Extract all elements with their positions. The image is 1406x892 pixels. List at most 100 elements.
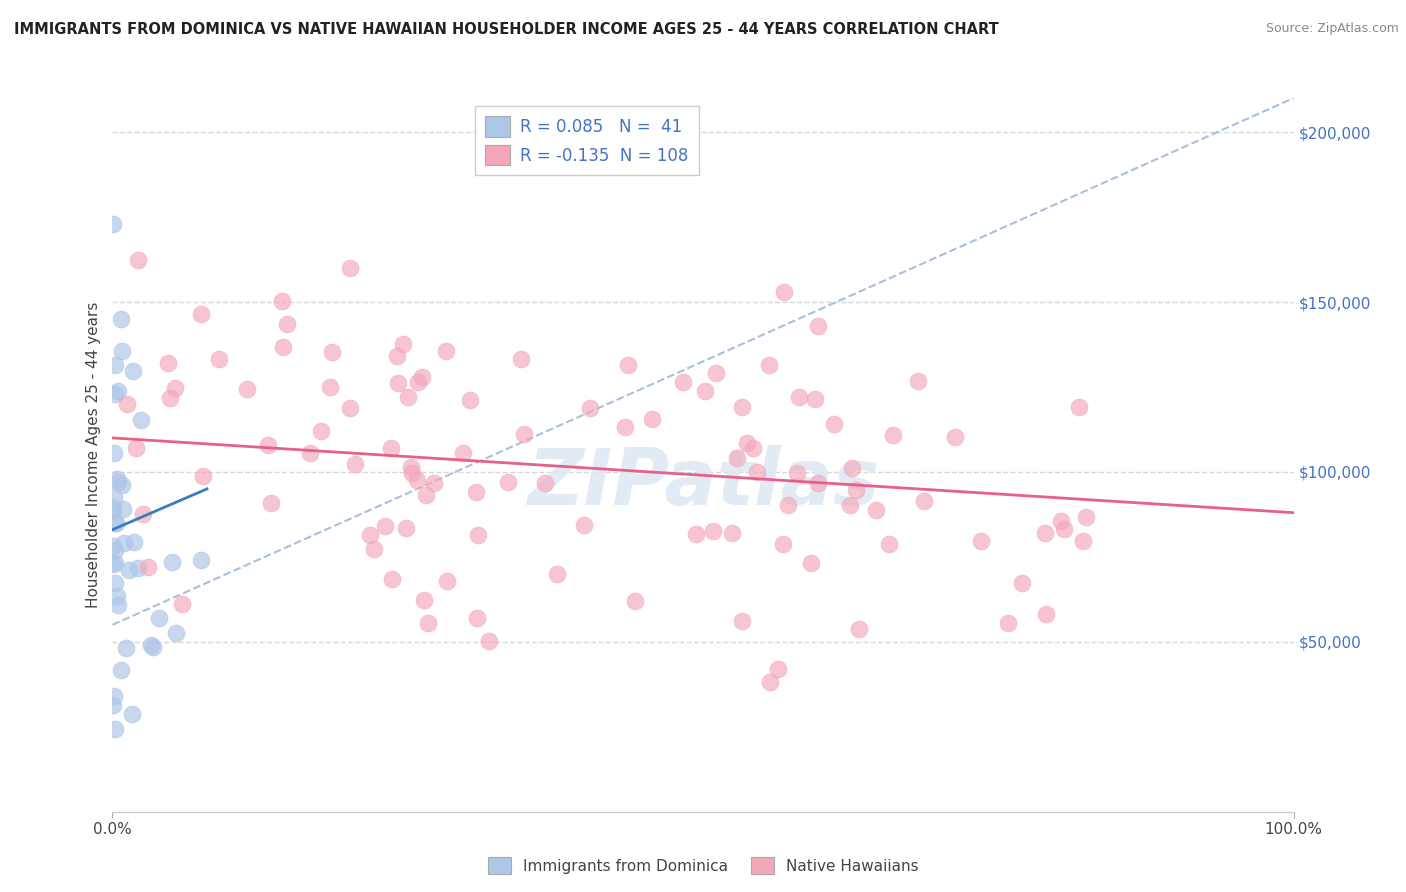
Point — [1011, 576, 1033, 591]
Point — [111, 478, 134, 492]
Point — [339, 260, 361, 275]
Point — [121, 707, 143, 722]
Point — [148, 611, 170, 625]
Point — [105, 589, 128, 603]
Point — [193, 468, 215, 483]
Point — [685, 527, 707, 541]
Point — [725, 450, 748, 465]
Point — [823, 417, 845, 431]
Point — [157, 356, 180, 370]
Point — [735, 436, 758, 450]
Point — [693, 384, 716, 399]
Point — [396, 390, 419, 404]
Point — [865, 503, 887, 517]
Point — [235, 382, 257, 396]
Point — [165, 626, 187, 640]
Point — [105, 472, 128, 486]
Point — [104, 387, 127, 401]
Point — [136, 560, 159, 574]
Point — [1074, 509, 1097, 524]
Point — [103, 490, 125, 504]
Point — [103, 689, 125, 703]
Point — [271, 294, 294, 309]
Point — [453, 445, 475, 459]
Point — [111, 344, 134, 359]
Y-axis label: Householder Income Ages 25 - 44 years: Householder Income Ages 25 - 44 years — [86, 301, 101, 608]
Point — [107, 384, 129, 398]
Point — [415, 488, 437, 502]
Point — [172, 598, 194, 612]
Point — [496, 475, 519, 489]
Point — [101, 698, 124, 712]
Point — [406, 473, 429, 487]
Point — [401, 466, 423, 480]
Point — [385, 349, 408, 363]
Point — [363, 542, 385, 557]
Point — [114, 535, 136, 549]
Point — [613, 420, 636, 434]
Point — [546, 566, 568, 581]
Point — [190, 307, 212, 321]
Point — [721, 526, 744, 541]
Point — [110, 312, 132, 326]
Point — [122, 535, 145, 549]
Point — [997, 615, 1019, 630]
Point — [260, 496, 283, 510]
Point — [574, 517, 596, 532]
Point — [641, 412, 664, 426]
Point — [380, 441, 402, 455]
Point — [747, 465, 769, 479]
Point — [129, 412, 152, 426]
Point — [800, 556, 823, 570]
Point — [162, 555, 184, 569]
Point — [115, 397, 138, 411]
Point — [112, 502, 135, 516]
Point — [772, 285, 794, 300]
Point — [309, 424, 332, 438]
Point — [510, 352, 533, 367]
Point — [772, 537, 794, 551]
Point — [787, 390, 810, 404]
Text: ZIPatlas: ZIPatlas — [527, 445, 879, 522]
Point — [107, 598, 129, 612]
Point — [807, 319, 830, 334]
Point — [344, 457, 367, 471]
Point — [804, 392, 827, 406]
Point — [579, 401, 602, 416]
Point — [381, 573, 404, 587]
Point — [786, 466, 808, 480]
Point — [104, 576, 127, 591]
Point — [298, 446, 321, 460]
Legend: R = 0.085   N =  41, R = -0.135  N = 108: R = 0.085 N = 41, R = -0.135 N = 108 — [475, 106, 699, 176]
Point — [778, 498, 800, 512]
Point — [1053, 522, 1076, 536]
Point — [101, 217, 124, 231]
Point — [458, 393, 481, 408]
Point — [103, 723, 125, 737]
Point — [387, 376, 409, 391]
Point — [434, 343, 457, 358]
Point — [845, 483, 868, 497]
Point — [413, 593, 436, 607]
Point — [127, 253, 149, 268]
Point — [104, 516, 127, 530]
Point — [758, 358, 780, 372]
Point — [848, 623, 870, 637]
Point — [103, 446, 125, 460]
Point — [110, 663, 132, 677]
Point — [838, 499, 860, 513]
Point — [271, 340, 294, 354]
Point — [132, 507, 155, 521]
Point — [464, 485, 486, 500]
Point — [418, 616, 440, 631]
Point — [1035, 607, 1057, 621]
Point — [1050, 514, 1073, 528]
Point — [139, 638, 162, 652]
Point — [1071, 533, 1094, 548]
Point — [257, 438, 280, 452]
Point — [159, 391, 181, 405]
Point — [759, 675, 782, 690]
Point — [339, 401, 361, 416]
Point — [912, 493, 935, 508]
Point — [104, 358, 127, 372]
